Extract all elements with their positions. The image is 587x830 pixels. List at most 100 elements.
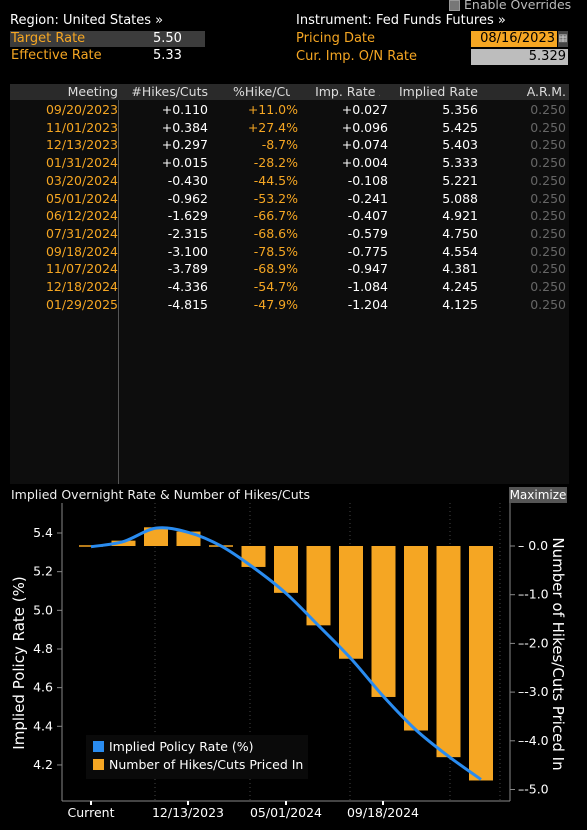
cell-arm: 0.250 [530,243,566,259]
table-row[interactable]: 01/31/2024 +0.015 -28.2% +0.004 5.333 0.250 [10,154,569,172]
instrument-selector[interactable]: Instrument: Fed Funds Futures » [296,13,506,28]
col-header-implied-rate[interactable]: Implied Rate [380,84,478,100]
left-tick-label: 5.2 [33,564,53,579]
enable-overrides-checkbox[interactable] [449,0,460,11]
cell-imp-rate-delta: -0.241 [347,190,388,206]
cell-pct-hike-cut: -54.7% [253,279,298,294]
left-tick-label: 5.4 [33,525,53,540]
cell-pct-hike-cut: +11.0% [247,102,298,117]
col-header-meeting[interactable]: Meeting [10,84,118,100]
cell-hikes-cuts: -3.100 [167,243,208,259]
right-tick-label: –-5.0 [518,782,549,797]
cell-pct-hike-cut: -68.6% [253,225,298,241]
bar-hikes-cuts [469,546,493,781]
left-tick-label: 4.2 [33,757,53,772]
cell-meeting-date: 07/31/2024 [45,225,118,241]
right-tick-label: – 0.0 [518,538,548,553]
right-axis-title: Number of Hikes/Cuts Priced In [549,537,567,770]
col-header-arm[interactable]: A.R.M. [490,84,566,100]
cell-imp-rate-delta: -0.775 [347,243,388,259]
cell-imp-rate-delta: +0.004 [341,155,388,171]
cell-arm: 0.250 [530,279,566,294]
effective-rate-label: Effective Rate [11,48,102,63]
table-row[interactable]: 01/29/2025 -4.815 -47.9% -1.204 4.125 0.250 [10,296,569,314]
table-row[interactable]: 03/20/2024 -0.430 -44.5% -0.108 5.221 0.250 [10,172,569,190]
cell-pct-hike-cut: +27.4% [247,119,298,135]
cell-hikes-cuts: -2.315 [167,225,208,241]
right-tick-label: –-1.0 [518,587,549,602]
table-row[interactable]: 11/01/2023 +0.384 +27.4% +0.096 5.425 0.250 [10,119,569,137]
cell-hikes-cuts: -0.962 [167,190,208,206]
x-tick-label: 05/01/2024 [250,805,322,820]
cell-hikes-cuts: -0.430 [167,172,208,188]
table-row[interactable]: 09/18/2024 -3.100 -78.5% -0.775 4.554 0.250 [10,243,569,261]
cell-hikes-cuts: -1.629 [167,208,208,224]
bar-hikes-cuts [144,527,168,546]
cell-arm: 0.250 [530,137,566,153]
cell-implied-rate: 5.403 [442,137,478,153]
cell-meeting-date: 05/01/2024 [45,190,118,206]
cell-pct-hike-cut: -8.7% [261,137,298,153]
table-row[interactable]: 11/07/2024 -3.789 -68.9% -0.947 4.381 0.250 [10,260,569,278]
cur-imp-rate-value: 5.329 [471,49,568,65]
pricing-date-label: Pricing Date [296,31,376,46]
cell-pct-hike-cut: -28.2% [253,155,298,171]
col-header-pct-hike-cut[interactable]: %Hike/Cut [220,84,298,100]
series-line-implied-policy-rate [90,526,482,781]
cell-meeting-date: 09/18/2024 [45,243,118,259]
right-tick-label: –-2.0 [518,635,549,650]
cell-pct-hike-cut: -68.9% [253,261,298,277]
table-row[interactable]: 12/18/2024 -4.336 -54.7% -1.084 4.245 0.250 [10,278,569,296]
cell-arm: 0.250 [530,225,566,241]
cell-hikes-cuts: +0.384 [161,119,208,135]
enable-overrides-label[interactable]: Enable Overrides [464,0,572,12]
table-row[interactable]: 05/01/2024 -0.962 -53.2% -0.241 5.088 0.250 [10,190,569,208]
table-row[interactable]: 12/13/2023 +0.297 -8.7% +0.074 5.403 0.250 [10,136,569,154]
cell-meeting-date: 12/13/2023 [45,137,118,153]
legend-swatch-line [93,741,104,752]
cell-meeting-date: 09/20/2023 [45,102,118,117]
cell-hikes-cuts: +0.110 [161,102,208,117]
cell-implied-rate: 4.554 [442,243,478,259]
left-tick-label: 4.4 [33,718,53,733]
cell-imp-rate-delta: +0.027 [341,102,388,117]
cell-hikes-cuts: -3.789 [167,261,208,277]
column-divider [118,100,119,484]
table-row[interactable]: 09/20/2023 +0.110 +11.0% +0.027 5.356 0.250 [10,101,569,119]
maximize-button[interactable]: Maximize [509,487,567,503]
cell-pct-hike-cut: -78.5% [253,243,298,259]
cell-imp-rate-delta: +0.096 [341,119,388,135]
col-header-imp-rate-delta[interactable]: Imp. Rate Δ [290,84,388,100]
cell-hikes-cuts: +0.297 [161,137,208,153]
cell-imp-rate-delta: -0.947 [347,261,388,277]
table-panel [10,84,569,484]
col-header-hikes-cuts[interactable]: #Hikes/Cuts [130,84,208,100]
cell-imp-rate-delta: +0.074 [341,137,388,153]
target-rate-label: Target Rate [11,31,86,46]
left-tick-label: 4.6 [33,680,53,695]
cell-arm: 0.250 [530,119,566,135]
bar-hikes-cuts [404,546,428,731]
cell-pct-hike-cut: -66.7% [253,208,298,224]
left-tick-label: 4.8 [33,641,53,656]
cell-implied-rate: 4.381 [442,261,478,277]
left-tick-label: 5.0 [33,602,53,617]
cell-pct-hike-cut: -44.5% [253,172,298,188]
calendar-icon[interactable]: ▦ [558,31,568,47]
cell-pct-hike-cut: -53.2% [253,190,298,206]
cell-pct-hike-cut: -47.9% [253,296,298,312]
region-selector[interactable]: Region: United States » [10,13,164,28]
cell-meeting-date: 01/31/2024 [45,155,118,171]
cell-implied-rate: 5.221 [442,172,478,188]
cell-implied-rate: 5.356 [442,102,478,117]
target-rate-value: 5.50 [153,31,182,46]
table-row[interactable]: 07/31/2024 -2.315 -68.6% -0.579 4.750 0.250 [10,225,569,243]
cell-arm: 0.250 [530,208,566,224]
chart-title: Implied Overnight Rate & Number of Hikes… [11,487,311,502]
cell-arm: 0.250 [530,172,566,188]
cell-arm: 0.250 [530,296,566,312]
right-tick-label: –-4.0 [518,733,549,748]
table-row[interactable]: 06/12/2024 -1.629 -66.7% -0.407 4.921 0.250 [10,207,569,225]
cell-meeting-date: 11/07/2024 [45,261,118,277]
pricing-date-input[interactable]: 08/16/2023 [471,31,557,47]
